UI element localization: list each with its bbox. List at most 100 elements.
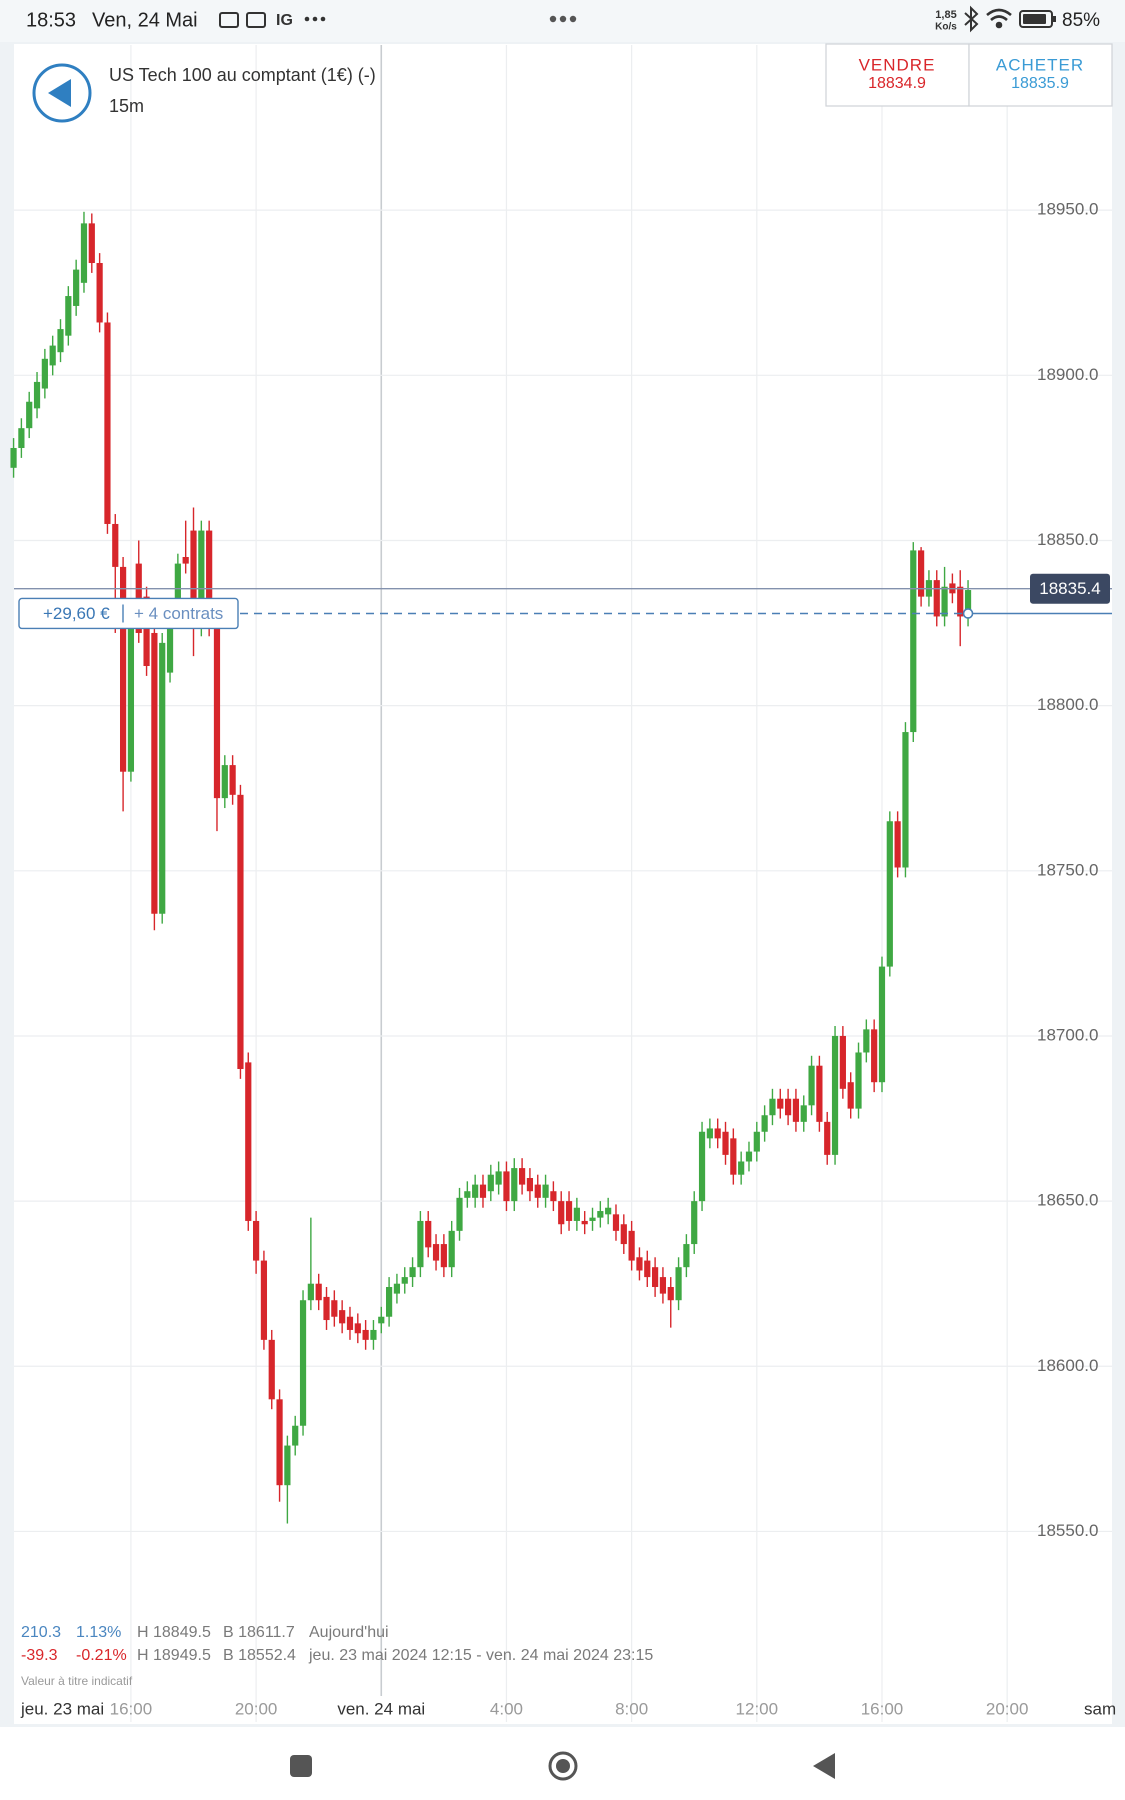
stat-value: jeu. 23 mai 2024 12:15 - ven. 24 mai 202… — [308, 1647, 653, 1664]
candle-body — [706, 1128, 713, 1139]
candle-body — [871, 1029, 878, 1083]
candle-body — [605, 1207, 612, 1215]
candle-body — [761, 1115, 768, 1132]
candle-body — [378, 1316, 385, 1324]
candle-body — [159, 642, 166, 914]
candle-body — [237, 794, 244, 1069]
status-speed-unit: Ko/s — [935, 22, 957, 33]
candle-body — [565, 1201, 573, 1221]
candle-body — [80, 223, 88, 283]
candle-body — [18, 428, 25, 448]
candle-body — [307, 1283, 314, 1301]
candle-body — [808, 1065, 815, 1106]
candle-body — [370, 1329, 377, 1340]
x-tick-label: sam — [1084, 1699, 1116, 1718]
candle-body — [346, 1316, 354, 1330]
candle-body — [957, 586, 964, 617]
stat-value: H 18849.5 — [137, 1624, 211, 1641]
stat-value: H 18949.5 — [137, 1647, 211, 1664]
stat-value: 210.3 — [21, 1624, 61, 1641]
candle-body — [166, 609, 174, 673]
candle-body — [104, 322, 111, 524]
stats: 210.3 1.13% H 18849.5 B 18611.7 Aujourd'hui -… — [21, 1624, 653, 1664]
candle-body — [88, 223, 95, 264]
candle-body — [839, 1035, 846, 1089]
candle-body — [151, 632, 158, 914]
candle-body — [800, 1105, 807, 1122]
candle-body — [620, 1224, 627, 1245]
candle-body — [73, 269, 80, 306]
status-app: IG — [276, 12, 293, 29]
candle-body — [417, 1220, 424, 1268]
battery-level — [1023, 14, 1046, 24]
candle-body — [644, 1260, 651, 1278]
candle-body — [777, 1098, 784, 1109]
nav-recent[interactable] — [290, 1755, 312, 1777]
status-date: Ven, 24 Mai — [92, 9, 198, 31]
note: Valeur à titre indicatif — [21, 1674, 133, 1688]
nav-home[interactable] — [548, 1751, 578, 1781]
y-tick-label: 18800.0 — [1037, 695, 1098, 714]
candle-body — [323, 1296, 330, 1321]
y-tick-label: 18750.0 — [1037, 860, 1098, 879]
y-tick-label: 18650.0 — [1037, 1191, 1098, 1210]
candle-body — [894, 821, 901, 868]
candle-body — [119, 566, 127, 772]
candle-body — [252, 1220, 260, 1261]
candle-body — [393, 1283, 401, 1294]
candle-body — [385, 1287, 393, 1317]
candle-body — [698, 1131, 706, 1202]
notification-icon — [246, 12, 266, 28]
candle-body — [409, 1267, 416, 1278]
candle-body — [33, 381, 41, 409]
candle-body — [26, 401, 33, 429]
candle-body — [503, 1171, 510, 1202]
candle-body — [292, 1425, 299, 1446]
candle-body — [714, 1128, 721, 1139]
candle-body — [816, 1065, 823, 1122]
sell-button[interactable]: VENDRE 18834.9 — [825, 43, 970, 107]
candle-body — [933, 580, 940, 617]
last-price-label: 18835.4 — [1039, 579, 1100, 598]
battery-tip — [1053, 16, 1056, 22]
stat-value: Aujourd'hui — [309, 1624, 389, 1641]
stat-value: -39.3 — [21, 1647, 58, 1664]
candle-body — [534, 1184, 541, 1198]
position-box[interactable]: +29,60 € + 4 contrats — [18, 597, 239, 630]
x-tick-label: 4:00 — [490, 1699, 523, 1718]
back-button[interactable] — [32, 63, 92, 123]
last-price-box — [1030, 573, 1110, 604]
candle-body — [573, 1207, 580, 1221]
stat-value: B 18611.7 — [223, 1624, 295, 1641]
candle-body — [526, 1178, 534, 1192]
status-time: 18:53 — [26, 9, 76, 31]
timeframe: 15m — [109, 96, 144, 116]
more-icon — [304, 16, 326, 22]
candle-body — [597, 1211, 604, 1218]
wifi-icon — [986, 8, 1012, 29]
candle-body — [182, 556, 189, 564]
candle-body — [745, 1151, 753, 1162]
stat-value: -0.21% — [76, 1647, 127, 1664]
candle-body — [190, 530, 197, 627]
x-tick-label: 20:00 — [986, 1699, 1029, 1718]
candle-body — [910, 550, 917, 733]
candle-body — [659, 1277, 667, 1294]
candle-body — [542, 1184, 549, 1198]
nav-back[interactable] — [813, 1753, 835, 1779]
candle-body — [863, 1029, 870, 1053]
candle-body — [448, 1230, 455, 1268]
candle-body — [785, 1098, 792, 1116]
candle-body — [229, 765, 236, 795]
candle-body — [964, 590, 972, 617]
chart-panel — [14, 44, 1112, 1724]
buy-button[interactable]: ACHETER 18835.9 — [968, 43, 1113, 107]
candle-body — [41, 358, 48, 389]
candle-body — [479, 1184, 487, 1198]
candle-body — [581, 1220, 588, 1225]
candle-body — [722, 1131, 729, 1155]
candle-body — [268, 1339, 275, 1400]
x-tick-label: 16:00 — [861, 1699, 904, 1718]
